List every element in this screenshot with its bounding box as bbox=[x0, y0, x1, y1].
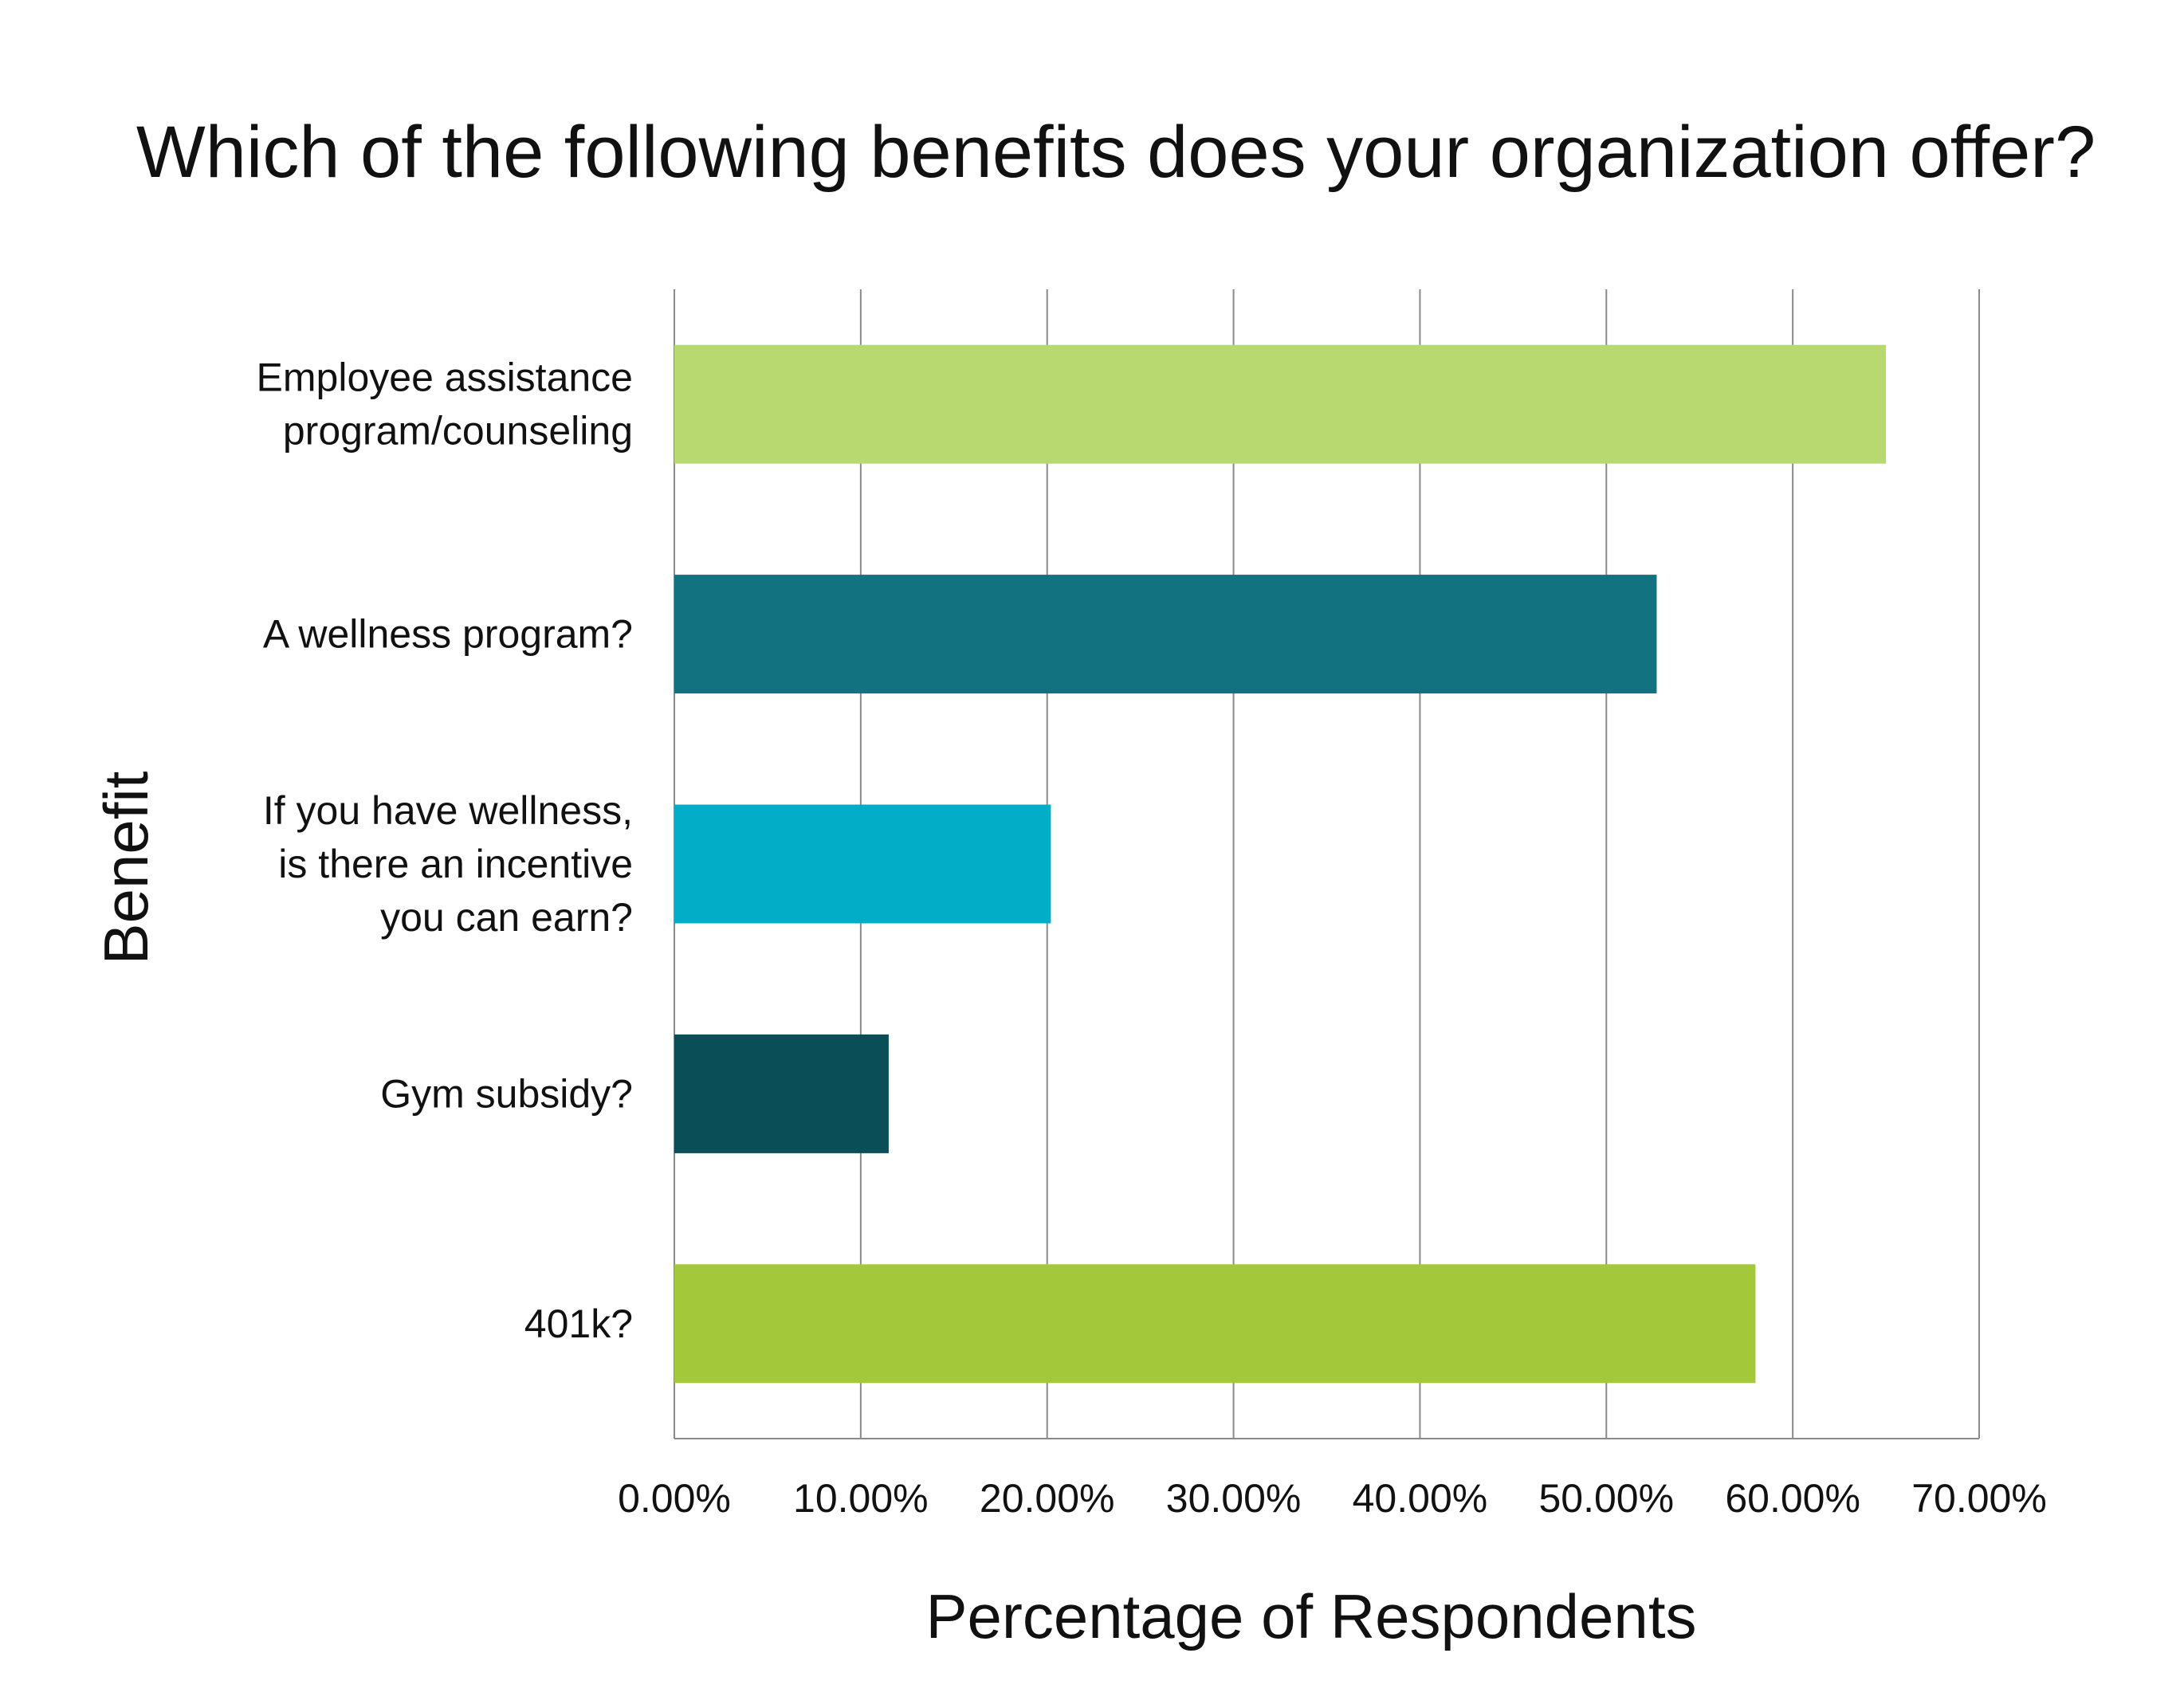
x-tick-label: 70.00% bbox=[1911, 1476, 2047, 1521]
bar bbox=[674, 575, 1657, 694]
x-tick-label: 60.00% bbox=[1725, 1476, 1860, 1521]
bars bbox=[674, 344, 1887, 1384]
x-tick-label: 40.00% bbox=[1353, 1476, 1488, 1521]
x-tick-label: 10.00% bbox=[793, 1476, 929, 1521]
x-tick-label: 50.00% bbox=[1538, 1476, 1674, 1521]
category-labels: Employee assistance program/counseling A w… bbox=[257, 355, 633, 1346]
category-label: Gym subsidy? bbox=[380, 1071, 633, 1116]
chart-title: Which of the following benefits does you… bbox=[136, 112, 2096, 193]
category-label: Employee assistance program/counseling bbox=[257, 355, 633, 454]
bar bbox=[674, 1264, 1756, 1384]
category-label: If you have wellness, is there an incenti… bbox=[263, 788, 633, 940]
y-axis-label: Benefit bbox=[91, 771, 161, 964]
x-tick-label: 30.00% bbox=[1166, 1476, 1302, 1521]
x-tick-labels: 0.00% 10.00% 20.00% 30.00% 40.00% 50.00% 60.00… bbox=[618, 1476, 2047, 1521]
x-axis-label: Percentage of Respondents bbox=[925, 1581, 1696, 1651]
x-tick-label: 0.00% bbox=[618, 1476, 731, 1521]
gridlines bbox=[674, 289, 1980, 1439]
bar bbox=[674, 804, 1051, 924]
bar bbox=[674, 1034, 889, 1153]
category-label: 401k? bbox=[524, 1302, 633, 1346]
x-tick-label: 20.00% bbox=[980, 1476, 1115, 1521]
bar bbox=[674, 344, 1887, 464]
category-label: A wellness program? bbox=[263, 612, 633, 657]
